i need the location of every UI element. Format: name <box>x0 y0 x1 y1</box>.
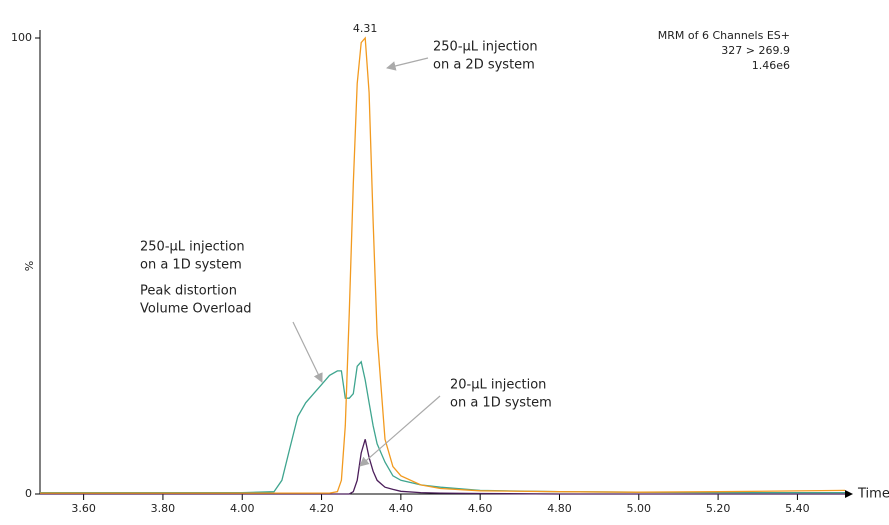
series-line <box>40 439 845 495</box>
series-line <box>40 36 846 494</box>
x-tick-label: 5.20 <box>706 502 731 515</box>
x-tick-label: 4.00 <box>230 502 255 515</box>
x-tick-label: 5.00 <box>627 502 652 515</box>
series-line <box>40 360 845 494</box>
y-axis-label: % <box>23 261 36 271</box>
annotation: Peak distortion <box>140 284 237 299</box>
x-tick-label: 4.20 <box>309 502 334 515</box>
x-tick-label: 4.40 <box>389 502 414 515</box>
annotation: on a 1D system <box>450 396 552 411</box>
x-tick-label: 3.60 <box>71 502 96 515</box>
annotation: on a 2D system <box>433 58 535 73</box>
annotation: 250-µL injection <box>433 40 538 55</box>
header-line: 1.46e6 <box>752 59 790 72</box>
x-tick-label: 3.80 <box>151 502 176 515</box>
annotation: 20-µL injection <box>450 378 546 393</box>
x-tick-label: 4.80 <box>547 502 572 515</box>
annotation: on a 1D system <box>140 258 242 273</box>
x-axis-arrow <box>845 490 853 498</box>
x-tick-label: 5.40 <box>785 502 810 515</box>
y-tick-label: 100 <box>11 31 32 44</box>
x-tick-label: 4.60 <box>468 502 493 515</box>
annotation: Volume Overload <box>140 302 252 317</box>
annotation-arrow <box>386 57 429 71</box>
annotation-arrow <box>359 395 441 467</box>
annotation: 250-µL injection <box>140 240 245 255</box>
y-tick-label: 0 <box>25 487 32 500</box>
annotation-arrow <box>292 321 323 383</box>
header-line: 327 > 269.9 <box>721 44 790 57</box>
peak-label: 4.31 <box>353 22 378 35</box>
x-axis-label: Time <box>857 487 889 502</box>
header-line: MRM of 6 Channels ES+ <box>658 29 790 42</box>
